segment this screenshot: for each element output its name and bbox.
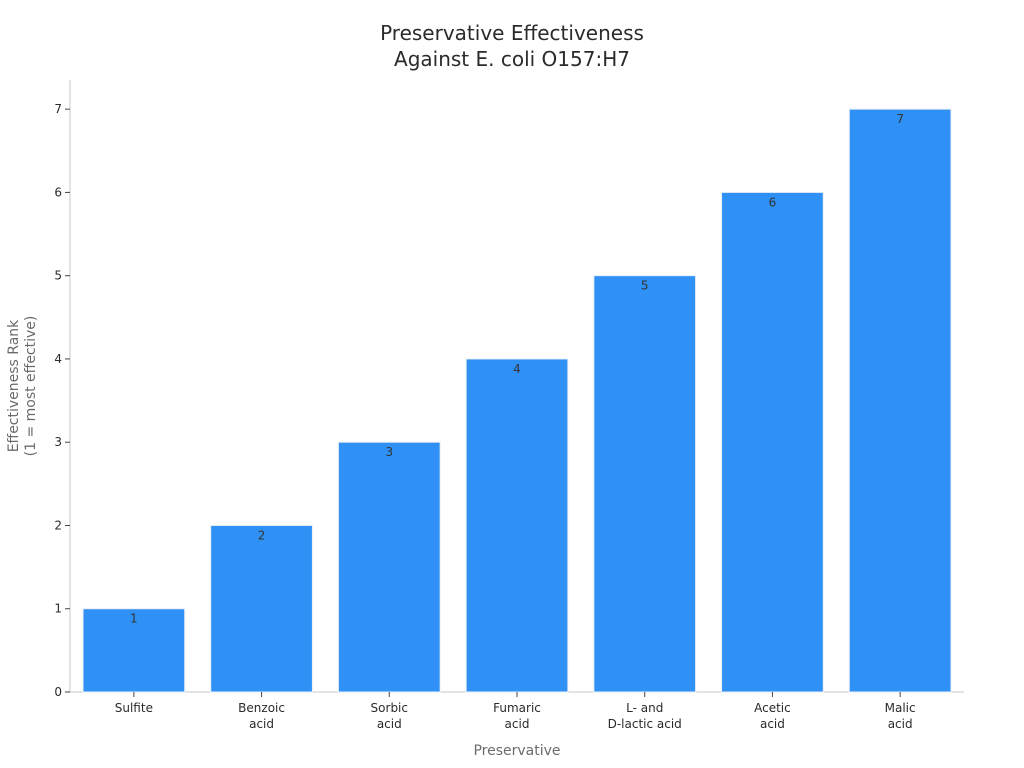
y-axis-title-line-2: (1 = most effective)	[23, 316, 39, 457]
y-tick-label: 2	[54, 518, 62, 532]
bar	[82, 608, 186, 693]
x-tick-label: Acetic acid	[754, 701, 791, 731]
y-tick-label: 1	[54, 602, 62, 616]
x-tick-label: Sulfite	[115, 701, 153, 715]
y-axis-title-line-1: Effectiveness Rank	[6, 319, 22, 452]
x-tick-label-line: Fumaric	[493, 701, 541, 715]
bar-value-label: 6	[769, 195, 777, 209]
bar	[721, 191, 824, 693]
x-tick-label-line: acid	[760, 717, 785, 731]
bar-value-label: 7	[896, 112, 904, 126]
x-tick-label-line: Acetic	[754, 701, 791, 715]
y-tick-label: 3	[54, 435, 62, 449]
x-tick-label: Benzoic acid	[238, 701, 285, 731]
y-axis-title: Effectiveness Rank (1 = most effective)	[6, 316, 39, 457]
y-tick-label: 7	[54, 102, 62, 116]
bar	[465, 358, 569, 693]
bar	[210, 524, 313, 693]
x-tick-label-line: Sorbic	[371, 701, 408, 715]
y-tick-label: 5	[54, 269, 62, 283]
y-tick-label: 6	[54, 185, 62, 199]
x-tick-label-line: acid	[888, 717, 913, 731]
chart-title-line-1: Preservative Effectiveness	[380, 21, 644, 45]
x-tick-label-line: acid	[377, 717, 402, 731]
bar-value-label: 3	[385, 445, 393, 459]
plot-area: 0 1 2 3 4 5 6 7 1 Sulfite 2 Benzoic acid 3 Sorbic acid 4…	[54, 80, 964, 731]
bar-value-label: 1	[130, 612, 138, 626]
bar-value-label: 4	[513, 362, 521, 376]
chart-title-line-2: Against E. coli O157:H7	[394, 47, 630, 71]
x-tick-label-line: D-lactic acid	[608, 717, 682, 731]
bar	[848, 108, 952, 693]
x-tick-label-line: Benzoic	[238, 701, 285, 715]
y-tick-label: 4	[54, 352, 62, 366]
x-tick-label-line: acid	[505, 717, 530, 731]
bar-value-label: 5	[641, 279, 649, 293]
x-tick-label-line: acid	[249, 717, 274, 731]
x-axis-title: Preservative	[473, 743, 560, 759]
x-tick-label: Fumaric acid	[493, 701, 541, 731]
bar	[593, 275, 697, 693]
x-tick-label-line: L- and	[626, 701, 663, 715]
bar-value-label: 2	[258, 528, 266, 542]
x-tick-label-line: Malic	[885, 701, 916, 715]
x-tick-label: L- and D-lactic acid	[608, 701, 682, 731]
bar	[337, 441, 441, 693]
x-tick-label: Malic acid	[885, 701, 916, 731]
x-tick-label: Sorbic acid	[371, 701, 408, 731]
x-tick-label-line: Sulfite	[115, 701, 153, 715]
y-tick-label: 0	[54, 685, 62, 699]
